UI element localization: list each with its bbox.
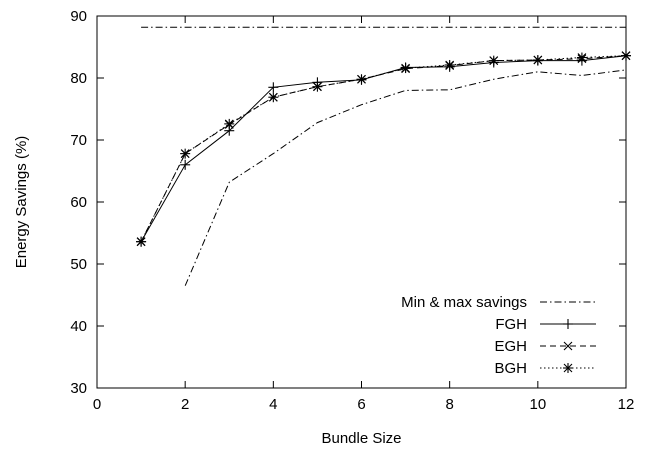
series-fgh xyxy=(136,50,631,247)
data-point-bgh xyxy=(312,81,323,92)
x-tick-label: 0 xyxy=(93,396,101,413)
x-tick-label: 4 xyxy=(269,396,277,413)
y-tick-label: 40 xyxy=(70,318,87,335)
series-min-max-savings xyxy=(141,26,627,286)
y-tick-label: 60 xyxy=(70,194,87,211)
data-point-bgh xyxy=(136,236,147,247)
data-point-bgh xyxy=(180,148,191,159)
data-point-bgh xyxy=(488,55,499,66)
data-point-bgh xyxy=(576,52,587,63)
data-point-bgh xyxy=(400,63,411,74)
plot-area xyxy=(136,26,631,286)
x-tick-label: 12 xyxy=(618,396,635,413)
legend-marker-fgh xyxy=(563,319,573,329)
series-bgh xyxy=(136,50,631,247)
x-tick-label: 10 xyxy=(529,396,546,413)
legend-label-bgh: BGH xyxy=(494,360,527,377)
series-line-fgh xyxy=(140,55,627,242)
x-tick-label: 2 xyxy=(181,396,189,413)
x-tick-label: 6 xyxy=(357,396,365,413)
legend-marker-bgh xyxy=(563,363,573,373)
legend: Min & max savings FGH EGH BGH xyxy=(401,294,596,377)
axes: 0 2 4 6 8 10 12 30 40 50 60 70 80 90 xyxy=(70,8,634,413)
y-tick-label: 80 xyxy=(70,70,87,87)
legend-label-egh: EGH xyxy=(494,338,527,355)
y-tick-label: 30 xyxy=(70,380,87,397)
data-point-bgh xyxy=(224,118,235,129)
plot-frame xyxy=(96,15,627,389)
data-point-fgh xyxy=(268,82,279,93)
x-axis-title: Bundle Size xyxy=(321,430,401,447)
data-point-bgh xyxy=(268,92,279,103)
legend-marker-egh xyxy=(563,341,573,351)
y-tick-label: 50 xyxy=(70,256,87,273)
data-point-bgh xyxy=(444,59,455,70)
y-axis-title: Energy Savings (%) xyxy=(13,136,30,269)
y-tick-label: 70 xyxy=(70,132,87,149)
legend-label-min-max-savings: Min & max savings xyxy=(401,294,527,311)
series-line-egh xyxy=(140,55,627,242)
series-line-min-max-savings-2 xyxy=(184,69,627,286)
data-point-bgh xyxy=(532,55,543,66)
x-tick-label: 8 xyxy=(445,396,453,413)
legend-label-fgh: FGH xyxy=(495,316,527,333)
data-point-bgh xyxy=(356,74,367,85)
series-egh xyxy=(136,51,631,247)
data-point-fgh xyxy=(180,159,191,170)
y-tick-label: 90 xyxy=(70,8,87,25)
series-line-bgh xyxy=(140,55,627,242)
